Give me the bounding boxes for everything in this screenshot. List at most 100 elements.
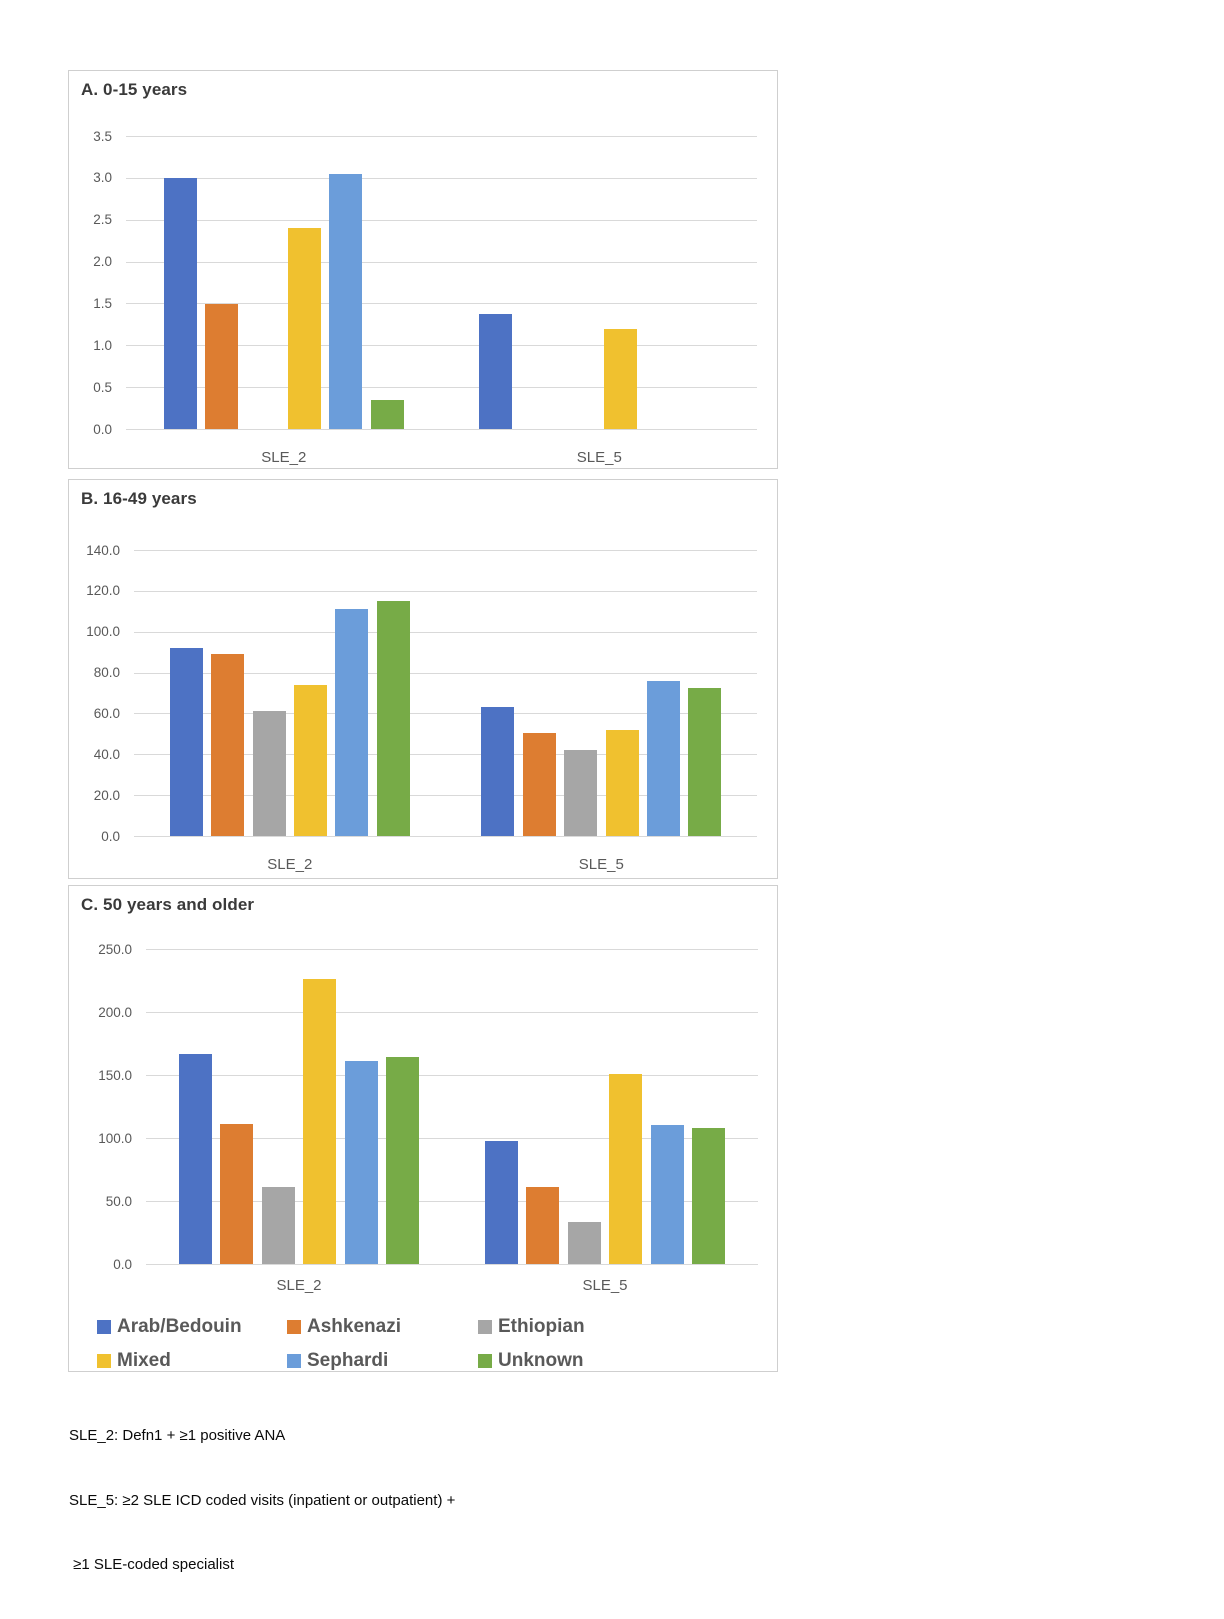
legend-swatch-mixed — [97, 1354, 111, 1368]
bar-ethiopian-sle-2 — [261, 1187, 295, 1264]
panel-c-age-50-plus: C. 50 years and older 250.0 200.0 150.0 100… — [68, 885, 778, 1372]
x-axis-label-sle-2: SLE_2 — [261, 449, 307, 466]
bar-ashkenazi-sle-5 — [522, 732, 556, 836]
legend-item-mixed: Mixed — [97, 1346, 287, 1376]
gridline — [134, 550, 757, 551]
gridline — [126, 429, 757, 430]
gridline — [134, 713, 757, 715]
bar-mixed-sle-2 — [293, 684, 327, 836]
bar-unknown-sle-2 — [386, 1057, 419, 1264]
panel-b-age-16-49: B. 16-49 years 140.0 120.0 100.0 80.0 60.0 40… — [68, 479, 778, 879]
gridline — [146, 1264, 758, 1265]
bar-sephardi-sle-2 — [335, 609, 369, 836]
legend-swatch-unknown — [478, 1354, 492, 1368]
bar-mixed-sle-5 — [609, 1073, 643, 1264]
y-tick-label: 20.0 — [93, 787, 120, 803]
legend-swatch-ashkenazi — [287, 1320, 301, 1334]
bar-ashkenazi-sle-2 — [205, 304, 239, 429]
bar-sephardi-sle-2 — [329, 173, 363, 429]
gridline — [134, 631, 757, 633]
bar-ethiopian-sle-5 — [567, 1222, 601, 1264]
gridline — [134, 590, 757, 592]
gridline — [126, 261, 757, 263]
gridline — [126, 303, 757, 305]
bar-arab-bedouin-sle-5 — [479, 314, 513, 429]
gridline — [126, 177, 757, 179]
bar-mixed-sle-2 — [303, 979, 337, 1264]
gridline — [134, 795, 757, 797]
footnote-line-sle2-definition: SLE_2: Defn1 + ≥1 positive ANA — [69, 1427, 286, 1444]
y-tick-label: 1.5 — [93, 295, 112, 311]
y-tick-label: 0.5 — [93, 379, 112, 395]
y-tick-label: 60.0 — [93, 705, 120, 721]
y-tick-label: 0.0 — [101, 828, 120, 844]
y-tick-label: 2.0 — [93, 254, 112, 270]
y-tick-label: 100.0 — [98, 1130, 132, 1146]
gridline — [146, 949, 758, 950]
legend-item-arab-bedouin: Arab/Bedouin — [97, 1312, 287, 1342]
figure-page: A. 0-15 years 3.5 3.0 2.5 2.0 1.5 1.0 0.5 0.0 SL… — [68, 70, 778, 1573]
gridline — [126, 219, 757, 221]
legend-swatch-sephardi — [287, 1354, 301, 1368]
panel-b-title: B. 16-49 years — [81, 489, 197, 508]
bar-unknown-sle-5 — [692, 1127, 725, 1264]
bar-unknown-sle-2 — [376, 601, 410, 836]
figure-footnote: SLE_2: Defn1 + ≥1 positive ANA SLE_5: ≥2… — [69, 1382, 455, 1619]
y-tick-label: 140.0 — [86, 542, 120, 558]
bar-mixed-sle-5 — [603, 328, 637, 429]
bar-mixed-sle-2 — [287, 228, 321, 429]
gridline — [126, 387, 757, 389]
gridline — [146, 1201, 758, 1202]
bar-ethiopian-sle-5 — [564, 750, 598, 836]
gridline — [146, 1138, 758, 1139]
legend-label: Mixed — [117, 1350, 171, 1371]
x-axis-label-sle-5: SLE_5 — [576, 449, 622, 466]
chart-legend: Arab/Bedouin Ashkenazi Ethiopian Mixed Sepha… — [97, 1312, 585, 1376]
bar-arab-bedouin-sle-2 — [163, 177, 197, 429]
y-tick-label: 1.0 — [93, 337, 112, 353]
legend-label: Ethiopian — [498, 1316, 585, 1337]
legend-swatch-ethiopian — [478, 1320, 492, 1334]
y-tick-label: 40.0 — [93, 746, 120, 762]
panel-c-title: C. 50 years and older — [81, 895, 255, 914]
bar-arab-bedouin-sle-2 — [169, 648, 203, 836]
panel-b-plot-area: 140.0 120.0 100.0 80.0 60.0 40.0 20.0 0.0 SLE_2 S… — [69, 480, 777, 878]
bar-sephardi-sle-2 — [344, 1061, 378, 1264]
gridline — [126, 345, 757, 347]
y-tick-label: 150.0 — [98, 1067, 132, 1083]
gridline — [146, 1012, 758, 1013]
legend-label: Unknown — [498, 1350, 584, 1371]
y-tick-label: 0.0 — [93, 421, 112, 437]
y-tick-label: 0.0 — [113, 1256, 132, 1272]
panel-a-title: A. 0-15 years — [81, 80, 188, 99]
footnote-line-sle5-definition: SLE_5: ≥2 SLE ICD coded visits (inpatien… — [69, 1491, 456, 1509]
bar-ashkenazi-sle-5 — [526, 1187, 560, 1264]
legend-item-unknown: Unknown — [478, 1346, 585, 1376]
panel-c-plot-area: 250.0 200.0 150.0 100.0 50.0 0.0 SLE_2 SLE_5 — [69, 886, 777, 1371]
legend-item-ashkenazi: Ashkenazi — [287, 1312, 478, 1342]
y-tick-label: 250.0 — [98, 941, 132, 957]
bar-ashkenazi-sle-2 — [211, 654, 245, 836]
y-tick-label: 100.0 — [86, 624, 120, 640]
bar-arab-bedouin-sle-2 — [179, 1053, 212, 1264]
y-tick-label: 120.0 — [86, 583, 120, 599]
bar-unknown-sle-5 — [688, 687, 722, 836]
legend-label: Arab/Bedouin — [117, 1316, 242, 1337]
gridline — [134, 672, 757, 674]
gridline — [146, 1075, 758, 1076]
bar-arab-bedouin-sle-5 — [485, 1140, 518, 1264]
gridline — [134, 754, 757, 756]
panel-a-plot-area: 3.5 3.0 2.5 2.0 1.5 1.0 0.5 0.0 SLE_2 SLE_5 — [69, 71, 777, 468]
gridline — [134, 836, 757, 837]
y-tick-label: 2.5 — [93, 212, 112, 228]
y-tick-label: 80.0 — [93, 665, 120, 681]
x-axis-label-sle-2: SLE_2 — [267, 856, 313, 873]
x-axis-label-sle-5: SLE_5 — [578, 856, 624, 873]
legend-item-ethiopian: Ethiopian — [478, 1312, 585, 1342]
legend-label: Sephardi — [307, 1350, 389, 1371]
y-tick-label: 200.0 — [98, 1004, 132, 1020]
legend-label: Ashkenazi — [307, 1316, 401, 1337]
y-tick-label: 3.0 — [93, 170, 112, 186]
bar-ashkenazi-sle-2 — [220, 1124, 254, 1264]
gridline — [126, 136, 757, 137]
